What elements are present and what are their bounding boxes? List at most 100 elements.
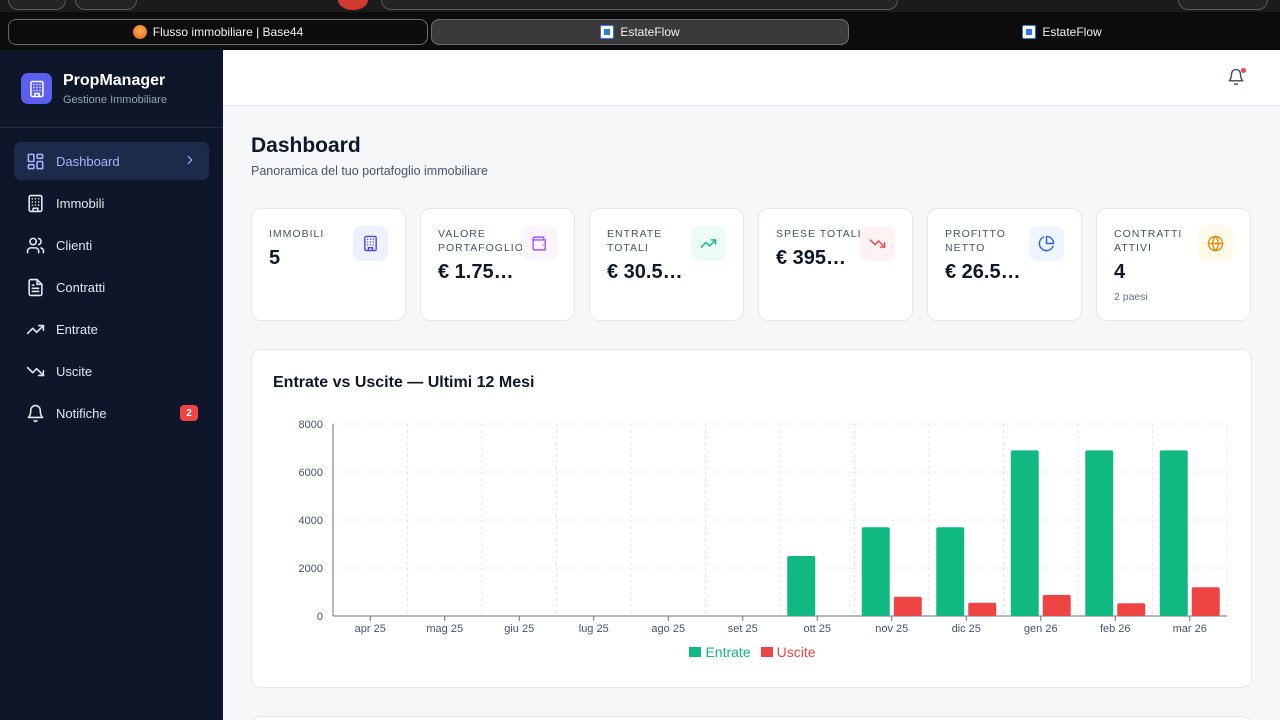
stat-value: 4 xyxy=(1114,261,1126,283)
brand-subtitle: Gestione Immobiliare xyxy=(63,93,167,106)
browser-tab-estateflow[interactable]: EstateFlow xyxy=(852,19,1272,45)
stat-value: € 1.75… xyxy=(438,261,514,283)
pie-chart-icon xyxy=(1029,226,1064,261)
browser-nav-buttons[interactable] xyxy=(75,0,137,10)
legend-item-entrate[interactable]: Entrate xyxy=(689,644,751,660)
stat-label: Entrate totali xyxy=(607,228,663,254)
building-logo-icon xyxy=(21,73,52,104)
bar-uscite xyxy=(1042,594,1071,616)
browser-extension-icon[interactable] xyxy=(338,0,368,10)
page-subtitle: Panoramica del tuo portafoglio immobilia… xyxy=(251,164,488,178)
browser-tab-title: EstateFlow xyxy=(1042,25,1102,39)
bar-entrate xyxy=(1010,450,1039,616)
sidebar-item-notifiche[interactable]: Notifiche 2 xyxy=(14,394,209,432)
x-tick-label: apr 25 xyxy=(355,623,386,635)
dashboard-icon xyxy=(25,151,45,171)
sidebar-item-clienti[interactable]: Clienti xyxy=(14,226,209,264)
browser-tab-title: EstateFlow xyxy=(620,25,680,39)
trending-down-icon xyxy=(860,226,895,261)
x-tick-label: dic 25 xyxy=(952,623,981,635)
sidebar-item-entrate[interactable]: Entrate xyxy=(14,310,209,348)
house-favicon-icon xyxy=(600,25,615,39)
x-tick-label: ott 25 xyxy=(803,623,831,635)
x-tick-label: nov 25 xyxy=(875,623,908,635)
users-icon xyxy=(25,235,45,255)
y-tick-label: 8000 xyxy=(299,419,323,431)
bell-icon xyxy=(25,403,45,423)
sidebar-item-label: Dashboard xyxy=(56,153,120,169)
stat-card-entrate-totali: Entrate totali € 30.5… xyxy=(589,208,744,321)
main-content: Dashboard Panoramica del tuo portafoglio… xyxy=(223,106,1280,720)
y-tick-label: 0 xyxy=(317,611,323,623)
top-bar xyxy=(223,50,1280,106)
legend-swatch xyxy=(760,647,773,657)
browser-address-bar[interactable] xyxy=(381,0,898,10)
y-tick-label: 2000 xyxy=(299,563,323,575)
legend-swatch xyxy=(689,647,702,657)
stat-label: Spese totali xyxy=(776,228,862,240)
legend-label: Uscite xyxy=(776,644,816,660)
x-tick-label: mar 26 xyxy=(1173,623,1207,635)
x-tick-label: giu 25 xyxy=(504,623,534,635)
document-icon xyxy=(25,277,45,297)
stat-card-spese-totali: Spese totali € 395… xyxy=(758,208,913,321)
sidebar-item-label: Uscite xyxy=(56,363,93,379)
sidebar-item-label: Immobili xyxy=(56,195,105,211)
chart-card-entrate-uscite: Entrate vs Uscite — Ultimi 12 Mesi 0 2000… xyxy=(251,349,1252,688)
stat-value: € 30.5… xyxy=(607,261,683,283)
browser-tab-bar: Flusso immobiliare | Base44 EstateFlow E… xyxy=(0,12,1280,50)
bar-entrate xyxy=(1085,450,1114,616)
bar-uscite xyxy=(1191,587,1220,616)
x-tick-label: feb 26 xyxy=(1100,623,1131,635)
base44-favicon-icon xyxy=(132,25,147,39)
page-title: Dashboard xyxy=(251,134,361,157)
browser-window-controls[interactable] xyxy=(8,0,66,10)
stat-label: Immobili xyxy=(269,228,325,240)
stat-value: 5 xyxy=(269,247,281,269)
chart-title: Entrate vs Uscite — Ultimi 12 Mesi xyxy=(273,374,535,391)
legend-item-uscite[interactable]: Uscite xyxy=(760,644,816,660)
bar-chart: 0 2000 4000 6000 8000 apr 25 mag 25 giu 25 lug 2… xyxy=(299,419,1228,635)
building-icon xyxy=(25,193,45,213)
bar-uscite xyxy=(968,602,997,616)
stat-value: € 26.5… xyxy=(945,261,1021,283)
house-favicon-icon xyxy=(1022,25,1037,39)
x-tick-label: mag 25 xyxy=(426,623,463,635)
notifications-bell-icon[interactable] xyxy=(1227,68,1247,88)
bar-uscite xyxy=(893,596,922,616)
globe-icon xyxy=(1198,226,1233,261)
building-icon xyxy=(353,226,388,261)
browser-tab-estateflow-active[interactable]: EstateFlow xyxy=(431,19,849,45)
stat-value: € 395… xyxy=(776,247,847,269)
trending-up-icon xyxy=(691,226,726,261)
brand-title: PropManager xyxy=(63,71,166,89)
sidebar-item-label: Entrate xyxy=(56,321,98,337)
chart-legend: Entrate Uscite xyxy=(252,644,1253,660)
x-tick-label: set 25 xyxy=(728,623,758,635)
sidebar-item-label: Clienti xyxy=(56,237,93,253)
bar-entrate xyxy=(861,527,890,616)
sidebar-item-uscite[interactable]: Uscite xyxy=(14,352,209,390)
stat-note: 2 paesi xyxy=(1114,291,1148,303)
brand: PropManager Gestione Immobiliare xyxy=(0,50,223,128)
stat-card-valore-portafoglio: Valore portafoglio € 1.75… xyxy=(420,208,575,321)
sidebar-item-contratti[interactable]: Contratti xyxy=(14,268,209,306)
unread-dot xyxy=(1241,68,1246,73)
x-tick-label: gen 26 xyxy=(1024,623,1058,635)
bar-entrate xyxy=(787,556,816,616)
stat-card-immobili: Immobili 5 xyxy=(251,208,406,321)
stat-label: Profitto netto xyxy=(945,228,1006,254)
browser-tab-base44[interactable]: Flusso immobiliare | Base44 xyxy=(8,19,428,45)
notification-count-badge: 2 xyxy=(180,405,198,421)
browser-toolbar-actions[interactable] xyxy=(1178,0,1268,10)
sidebar-item-dashboard[interactable]: Dashboard xyxy=(14,142,209,180)
sidebar-nav: Dashboard Immobili Clienti Contratti xyxy=(0,128,223,432)
bar-entrate xyxy=(936,527,965,616)
stat-label: Valore portafoglio xyxy=(438,228,524,254)
y-tick-label: 6000 xyxy=(299,467,323,479)
x-tick-label: lug 25 xyxy=(579,623,609,635)
sidebar-item-immobili[interactable]: Immobili xyxy=(14,184,209,222)
chevron-right-icon xyxy=(183,153,197,170)
sidebar-item-label: Notifiche xyxy=(56,405,107,421)
bar-entrate xyxy=(1159,450,1188,616)
